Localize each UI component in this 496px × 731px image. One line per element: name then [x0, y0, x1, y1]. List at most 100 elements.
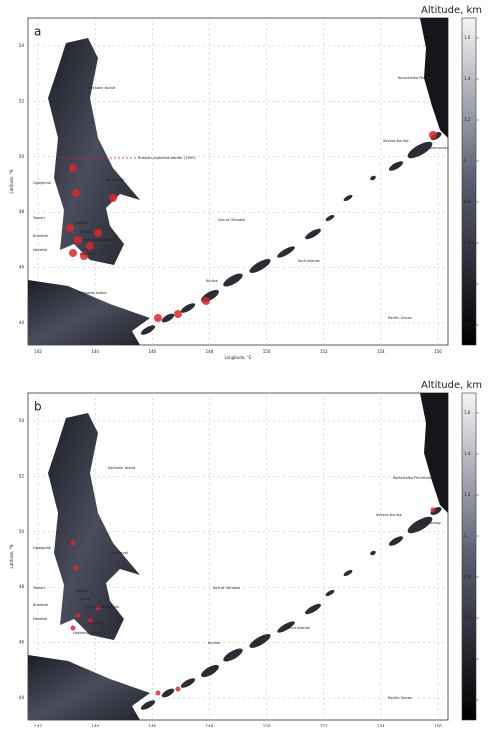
x-tick-label: 148: [206, 349, 214, 354]
colorbar-title: Altitude, km: [421, 5, 482, 16]
place-label: Russian-Japanese border (1905): [138, 156, 196, 160]
event-marker: [155, 690, 161, 696]
place-label: Kholmsk: [33, 603, 49, 607]
place-label: Korsakov: [88, 621, 105, 625]
colorbar-title: Altitude, km: [421, 380, 482, 391]
colorbar-tick-label: 0.6: [464, 615, 471, 620]
y-tick-label: 50: [19, 154, 25, 159]
x-tick-label: 150: [263, 349, 271, 354]
colorbar-tick-label: 0.6: [464, 240, 471, 245]
kuril-island: [305, 603, 321, 615]
sakhalin: [48, 38, 140, 265]
place-label: Poronaysk: [110, 551, 129, 555]
place-label: Kuril Islands: [298, 259, 320, 263]
y-axis-label: Latitude, °N: [9, 544, 14, 568]
kuril-island: [343, 194, 353, 202]
event-marker: [94, 229, 102, 237]
y-axis-label: Latitude, °N: [9, 169, 14, 193]
event-marker: [69, 249, 77, 257]
x-tick-label: 144: [91, 349, 99, 354]
place-label: Ozernovsky: [428, 146, 450, 150]
event-marker: [74, 236, 82, 244]
kuril-island: [140, 325, 156, 335]
event-marker: [73, 565, 79, 571]
x-axis-label: Longitude, °E: [225, 355, 252, 360]
place-label: Aniva: [80, 230, 90, 234]
kamchatka: [420, 18, 448, 138]
colorbar-tick-label: 0.8: [464, 199, 471, 204]
place-label: Kurilsk: [206, 279, 219, 283]
event-marker: [109, 194, 117, 202]
y-tick-label: 54: [19, 418, 25, 423]
kuril-island: [430, 507, 442, 515]
place-label: Uglegorsk: [33, 546, 52, 550]
kuril-island: [277, 246, 295, 258]
y-tick-label: 52: [19, 473, 25, 478]
colorbar-tick-label: 1: [464, 533, 467, 538]
kuril-island: [305, 228, 321, 240]
kuril-island: [407, 141, 433, 159]
y-tick-label: 44: [19, 695, 25, 700]
event-marker: [86, 242, 94, 250]
place-label: Kurilsk: [208, 641, 221, 645]
place-label: Yuzhno-Sakhalinsk: [86, 605, 120, 609]
event-marker: [75, 612, 81, 618]
place-label: Korsakov: [80, 252, 97, 256]
place-label: Poronaysk: [106, 178, 125, 182]
place-label: Sakhalin Island: [88, 86, 115, 90]
colorbar-tick-label: 0.2: [464, 697, 471, 702]
place-label: Ozernovsky: [420, 521, 442, 525]
place-label: Severo-Kurilsk: [383, 139, 410, 143]
hokkaido: [28, 280, 150, 345]
place-label: Uglegorsk: [33, 181, 52, 185]
colorbar-tick-label: 1.2: [464, 117, 471, 122]
kuril-island: [180, 303, 196, 313]
y-tick-label: 50: [19, 529, 25, 534]
colorbar-tick-label: 1.6: [464, 410, 471, 415]
map-panel: 142 144 146 148 150 152 154 156545250484644Lati…: [9, 17, 450, 360]
place-label: Tomari: [32, 586, 45, 590]
x-tick-label: 152: [320, 349, 328, 354]
panel-label: a: [34, 25, 41, 39]
place-label: Sea of Okhotsk: [218, 218, 246, 222]
kuril-island: [161, 313, 175, 323]
hokkaido: [28, 655, 150, 720]
colorbar: 1.6 1.4 1.2 1 0.8 0.6 0.4 0.2 Altitude, km: [421, 5, 482, 346]
event-marker: [154, 314, 162, 322]
kuril-island: [161, 688, 175, 698]
kuril-island: [388, 161, 404, 171]
place-label: Kholmsk: [33, 234, 49, 238]
place-label: Tomari: [32, 216, 45, 220]
kuril-island: [249, 634, 271, 648]
event-marker: [69, 164, 77, 172]
y-tick-label: 52: [19, 98, 25, 103]
x-tick-label: 156: [434, 349, 442, 354]
map-panel: 142 144 146 148 150 152 154 156545250484644Lati…: [9, 392, 449, 731]
y-tick-label: 48: [19, 584, 25, 589]
event-marker: [430, 507, 436, 513]
event-marker: [95, 605, 101, 611]
kuril-island: [201, 664, 219, 678]
place-label: Severo-Kurilsk: [376, 513, 403, 517]
place-label: Hokkaido Island: [73, 631, 102, 635]
place-label: Aniva: [80, 597, 90, 601]
x-tick-label: 146: [148, 349, 156, 354]
kuril-island: [277, 621, 295, 633]
place-label: Kamchatka Peninsula: [393, 476, 431, 480]
colorbar-tick-label: 0.2: [464, 322, 471, 327]
colorbar-tick-label: 1.4: [464, 76, 471, 81]
event-marker: [87, 618, 93, 624]
kuril-island: [140, 700, 156, 710]
place-label: Sea of Okhotsk: [213, 586, 241, 590]
sakhalin: [48, 413, 140, 640]
place-label: Dolinsk: [76, 589, 90, 593]
kuril-island: [325, 589, 335, 597]
kamchatka: [420, 393, 448, 513]
y-tick-label: 54: [19, 43, 25, 48]
place-label: Hokkaido Island: [78, 291, 107, 295]
place-label: Kamchatka Peninsula: [398, 76, 436, 80]
place-label: Pacific Ocean: [388, 316, 412, 320]
place-label: Nevelsk: [33, 617, 48, 621]
place-label: Kuril Islands: [288, 626, 310, 630]
event-marker: [80, 252, 88, 260]
